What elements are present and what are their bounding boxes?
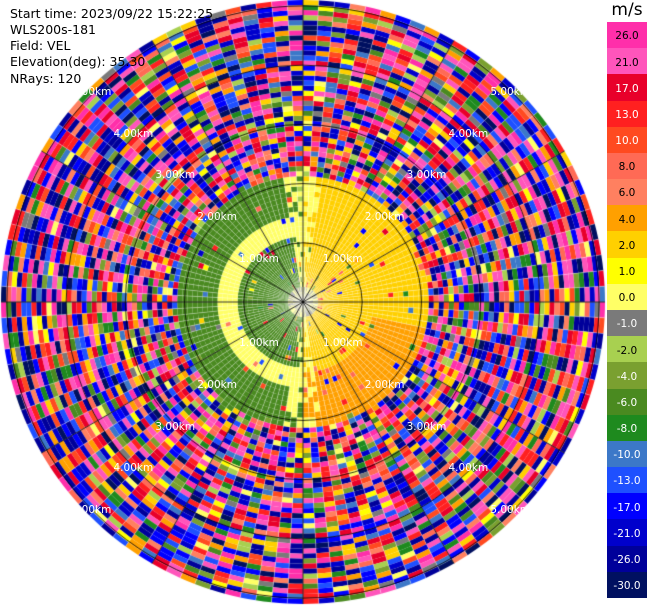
colorbar-tick-label: -30.0 [613, 580, 641, 593]
colorbar-tick-label: -21.0 [613, 527, 641, 540]
start-time-label: Start time: 2023/09/22 15:22:25 [10, 6, 214, 21]
colorbar-tick-label: 21.0 [615, 56, 639, 69]
colorbar-segment [607, 545, 647, 573]
colorbar-tick-label: -13.0 [613, 475, 641, 488]
colorbar-tick-label: -10.0 [613, 449, 641, 462]
colorbar-segment [607, 310, 647, 337]
range-ring-label: 5.00km [490, 85, 531, 98]
range-ring-label: 1.00km [239, 253, 279, 266]
colorbar-segment [607, 388, 647, 416]
range-ring-label: 2.00km [364, 211, 405, 224]
range-ring-label: 3.00km [155, 420, 196, 433]
range-ring-label: 1.00km [322, 253, 363, 266]
colorbar-segment [607, 22, 647, 49]
range-ring-label: 4.00km [113, 462, 154, 475]
colorbar-segment [607, 362, 647, 390]
colorbar-segment [607, 493, 647, 520]
range-ring-label: 3.00km [406, 169, 447, 182]
colorbar-segment [607, 440, 647, 468]
range-ring-label: 4.00km [448, 462, 489, 475]
colorbar-segment [607, 414, 647, 442]
range-ring-label: 3.00km [155, 169, 196, 182]
colorbar-tick-label: 4.0 [618, 213, 636, 226]
colorbar-segment [607, 336, 647, 363]
range-ring-label: 1.00km [239, 336, 279, 349]
ppi-velocity-plot [0, 0, 607, 607]
colorbar-tick-label: -1.0 [616, 318, 638, 331]
colorbar-segment [607, 100, 647, 128]
colorbar-tick-label: 1.0 [618, 266, 636, 279]
colorbar-segment [607, 179, 647, 206]
colorbar-segment [607, 231, 647, 259]
elevation-label: Elevation(deg): 35.30 [10, 54, 146, 69]
colorbar-segment [607, 571, 647, 599]
colorbar-tick-label: -2.0 [616, 344, 638, 357]
instrument-label: WLS200s-181 [10, 22, 96, 37]
colorbar-tick-label: 26.0 [615, 30, 639, 43]
range-ring-label: 4.00km [448, 127, 489, 140]
range-ring-label: 2.00km [197, 211, 237, 224]
colorbar-segment [607, 519, 647, 547]
colorbar-segment [607, 257, 647, 285]
colorbar: 26.0 21.0 17.0 13.0 10.0 8.0 6.0 4.0 2.0 1.0 0.0 -1… [607, 22, 647, 599]
range-ring-label: 4.00km [113, 127, 154, 140]
colorbar-tick-label: -4.0 [616, 370, 638, 383]
colorbar-tick-label: 13.0 [615, 108, 639, 121]
colorbar-tick-label: -17.0 [613, 501, 641, 514]
range-ring-label: 5.00km [71, 504, 112, 517]
colorbar-segment [607, 152, 647, 180]
range-ring-label: 1.00km [322, 336, 363, 349]
colorbar-segment [607, 126, 647, 154]
field-label: Field: VEL [10, 38, 71, 53]
colorbar-tick-label: 10.0 [615, 135, 639, 148]
colorbar-tick-label: 6.0 [618, 187, 636, 200]
range-ring-label: 5.00km [71, 85, 112, 98]
colorbar-tick-label: 8.0 [618, 161, 636, 174]
range-ring-label: 2.00km [197, 378, 237, 391]
nrays-label: NRays: 120 [10, 71, 82, 86]
colorbar-segment [607, 283, 647, 311]
colorbar-unit-label: m/s [611, 0, 643, 20]
colorbar-segment [607, 74, 647, 102]
colorbar-tick-label: -6.0 [616, 396, 638, 409]
colorbar-segment [607, 467, 647, 494]
colorbar-tick-label: 0.0 [618, 292, 636, 305]
colorbar-segment [607, 48, 647, 75]
colorbar-segment [607, 205, 647, 232]
range-ring-label: 2.00km [364, 378, 405, 391]
colorbar-tick-label: 17.0 [615, 82, 639, 95]
range-ring-label: 3.00km [406, 420, 447, 433]
colorbar-tick-label: -8.0 [616, 423, 638, 436]
range-ring-label: 5.00km [490, 504, 531, 517]
colorbar-tick-label: -26.0 [613, 554, 641, 567]
colorbar-tick-label: 2.0 [618, 239, 636, 252]
